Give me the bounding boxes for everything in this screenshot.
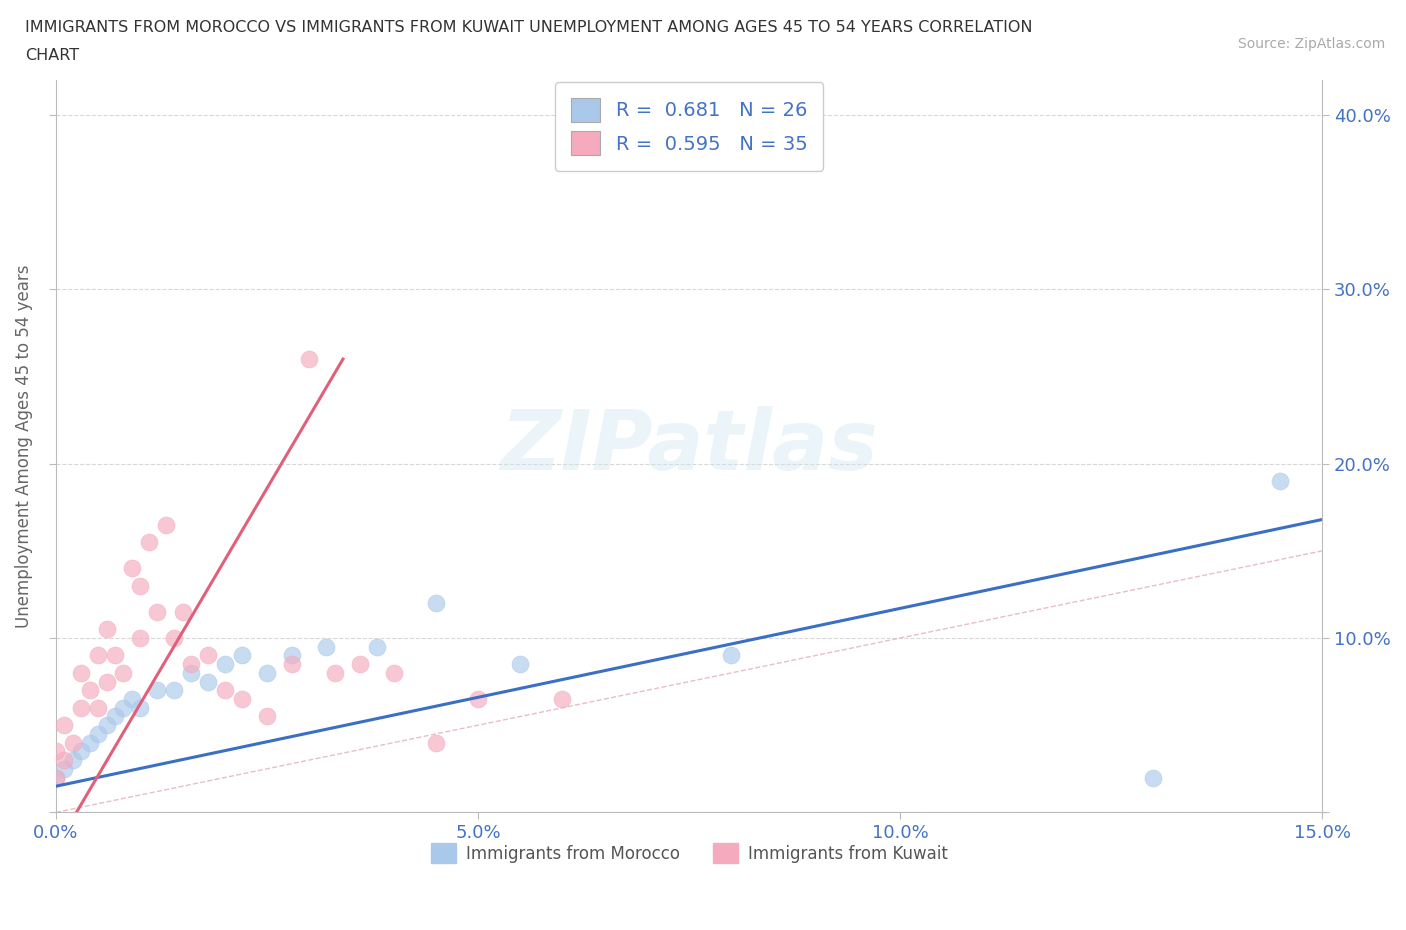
Point [231, 648, 253, 663]
Point [172, 604, 194, 619]
Point [121, 561, 143, 576]
Point [366, 639, 388, 654]
Point [231, 692, 253, 707]
Point [53, 752, 76, 767]
Point [62, 752, 84, 767]
Y-axis label: Unemployment Among Ages 45 to 54 years: Unemployment Among Ages 45 to 54 years [15, 264, 32, 628]
Point [45, 770, 67, 785]
Point [87, 648, 110, 663]
Point [104, 648, 127, 663]
Legend: Immigrants from Morocco, Immigrants from Kuwait: Immigrants from Morocco, Immigrants from… [423, 836, 955, 870]
Point [256, 709, 278, 724]
Point [382, 666, 405, 681]
Text: ZIPatlas: ZIPatlas [501, 405, 879, 486]
Point [45, 770, 67, 785]
Point [720, 648, 742, 663]
Point [323, 666, 346, 681]
Point [70, 700, 93, 715]
Point [214, 683, 236, 698]
Point [349, 657, 371, 671]
Point [163, 683, 186, 698]
Point [146, 604, 169, 619]
Point [70, 744, 93, 759]
Point [53, 718, 76, 733]
Point [509, 657, 531, 671]
Point [96, 674, 118, 689]
Point [45, 744, 67, 759]
Point [425, 736, 447, 751]
Point [467, 692, 489, 707]
Point [197, 674, 219, 689]
Point [87, 726, 110, 741]
Text: IMMIGRANTS FROM MOROCCO VS IMMIGRANTS FROM KUWAIT UNEMPLOYMENT AMONG AGES 45 TO : IMMIGRANTS FROM MOROCCO VS IMMIGRANTS FR… [25, 20, 1033, 35]
Point [214, 657, 236, 671]
Point [96, 622, 118, 637]
Point [129, 631, 152, 645]
Point [163, 631, 186, 645]
Point [281, 648, 304, 663]
Point [87, 700, 110, 715]
Point [146, 683, 169, 698]
Point [180, 657, 202, 671]
Point [70, 666, 93, 681]
Point [104, 709, 127, 724]
Point [256, 666, 278, 681]
Point [298, 352, 321, 366]
Point [551, 692, 574, 707]
Point [112, 700, 135, 715]
Point [53, 762, 76, 777]
Point [121, 692, 143, 707]
Point [281, 657, 304, 671]
Point [197, 648, 219, 663]
Point [79, 736, 101, 751]
Point [79, 683, 101, 698]
Text: Source: ZipAtlas.com: Source: ZipAtlas.com [1237, 37, 1385, 51]
Point [62, 736, 84, 751]
Point [129, 578, 152, 593]
Point [155, 517, 177, 532]
Point [180, 666, 202, 681]
Point [129, 700, 152, 715]
Point [1268, 473, 1291, 488]
Point [96, 718, 118, 733]
Text: CHART: CHART [25, 48, 79, 63]
Point [1142, 770, 1164, 785]
Point [112, 666, 135, 681]
Point [315, 639, 337, 654]
Point [425, 596, 447, 611]
Point [138, 535, 160, 550]
